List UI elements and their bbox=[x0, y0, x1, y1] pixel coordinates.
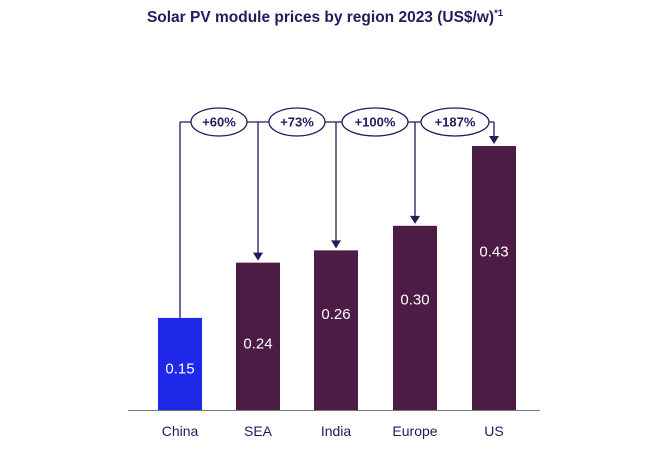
category-label-china: China bbox=[162, 423, 199, 439]
arrowhead-us bbox=[489, 136, 499, 144]
category-label-us: US bbox=[484, 423, 503, 439]
category-label-europe: Europe bbox=[392, 423, 437, 439]
bar-europe bbox=[393, 225, 437, 410]
bar-sea bbox=[236, 262, 280, 410]
bar-china bbox=[158, 317, 202, 410]
bar-india bbox=[314, 250, 358, 410]
value-label-sea: 0.24 bbox=[243, 336, 272, 353]
pct-bubble-sea bbox=[190, 107, 248, 137]
chart-title: Solar PV module prices by region 2023 (U… bbox=[0, 8, 650, 27]
percent-labels-layer: +60% +73% +100% +187% bbox=[190, 107, 490, 137]
arrowhead-india bbox=[331, 240, 341, 249]
bar-us bbox=[472, 146, 516, 410]
chart-title-footnote: *1 bbox=[494, 8, 504, 19]
labels-layer: 0.15 China 0.24 SEA 0.26 India 0.30 Europe 0.43 U… bbox=[162, 244, 509, 439]
value-label-europe: 0.30 bbox=[400, 291, 429, 308]
category-label-india: India bbox=[321, 423, 352, 439]
chart-title-text: Solar PV module prices by region 2023 (U… bbox=[146, 9, 495, 27]
pct-label-sea: +60% bbox=[202, 115, 236, 130]
pct-bubble-us bbox=[420, 107, 490, 137]
value-label-china: 0.15 bbox=[165, 361, 194, 378]
arrowhead-europe bbox=[410, 215, 420, 224]
pct-label-us: +187% bbox=[435, 115, 476, 130]
category-label-sea: SEA bbox=[244, 423, 273, 439]
pct-label-india: +73% bbox=[280, 115, 314, 130]
bars-layer bbox=[158, 146, 516, 410]
pct-bubble-europe bbox=[341, 107, 409, 137]
pct-label-europe: +100% bbox=[355, 115, 396, 130]
value-label-us: 0.43 bbox=[479, 244, 508, 261]
arrowhead-sea bbox=[253, 252, 263, 261]
value-label-india: 0.26 bbox=[321, 306, 350, 323]
pct-bubble-india bbox=[268, 107, 326, 137]
